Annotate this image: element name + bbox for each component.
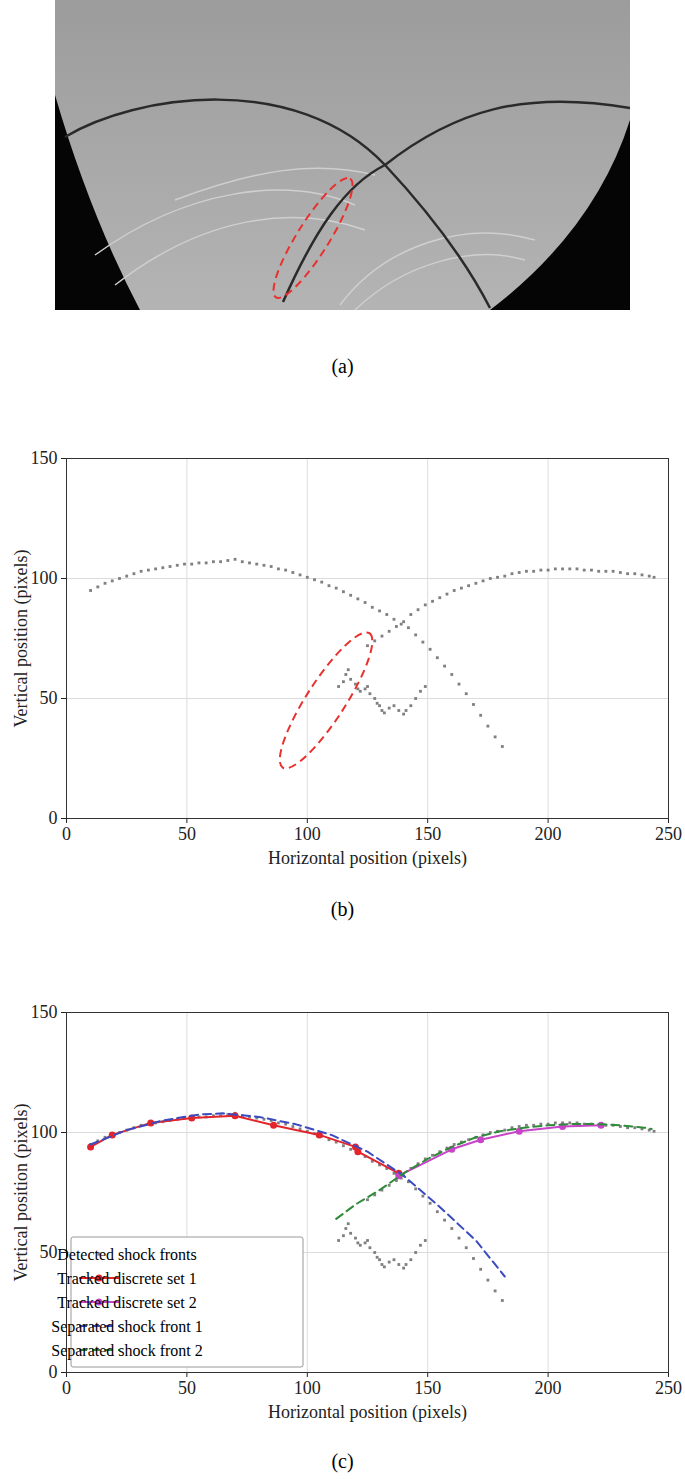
svg-text:100: 100 <box>294 824 321 844</box>
svg-text:Detected shock fronts: Detected shock fronts <box>57 1246 197 1263</box>
html-text:(c): (c) <box>331 1450 354 1472</box>
svg-text:0: 0 <box>49 808 58 828</box>
svg-text:Tracked discrete set 2: Tracked discrete set 2 <box>57 1294 196 1311</box>
svg-text:Horizontal position (pixels): Horizontal position (pixels) <box>268 1402 467 1423</box>
html-text:(b): (b) <box>330 898 355 920</box>
svg-text:50: 50 <box>178 824 196 844</box>
svg-text:200: 200 <box>535 1378 562 1398</box>
svg-text:150: 150 <box>31 448 58 468</box>
svg-text:Separated shock front 2: Separated shock front 2 <box>51 1342 203 1360</box>
svg-text:150: 150 <box>414 1378 441 1398</box>
svg-text:Separated shock front 1: Separated shock front 1 <box>51 1318 203 1336</box>
svg-text:Tracked discrete set 1: Tracked discrete set 1 <box>57 1270 196 1287</box>
svg-text:50: 50 <box>40 1242 58 1262</box>
svg-text:200: 200 <box>535 824 562 844</box>
svg-text:250: 250 <box>655 824 682 844</box>
svg-text:150: 150 <box>414 824 441 844</box>
svg-text:100: 100 <box>31 568 58 588</box>
html-text:(a): (a) <box>331 355 354 377</box>
svg-text:Horizontal position (pixels): Horizontal position (pixels) <box>268 848 467 869</box>
svg-text:0: 0 <box>49 1362 58 1382</box>
svg-text:Vertical position (pixels): Vertical position (pixels) <box>11 1104 32 1282</box>
svg-text:100: 100 <box>294 1378 321 1398</box>
svg-text:0: 0 <box>62 1378 71 1398</box>
svg-text:100: 100 <box>31 1122 58 1142</box>
svg-text:0: 0 <box>62 824 71 844</box>
svg-text:Vertical position (pixels): Vertical position (pixels) <box>11 550 32 728</box>
svg-text:250: 250 <box>655 1378 682 1398</box>
svg-text:50: 50 <box>40 688 58 708</box>
svg-text:50: 50 <box>178 1378 196 1398</box>
svg-text:150: 150 <box>31 1002 58 1022</box>
